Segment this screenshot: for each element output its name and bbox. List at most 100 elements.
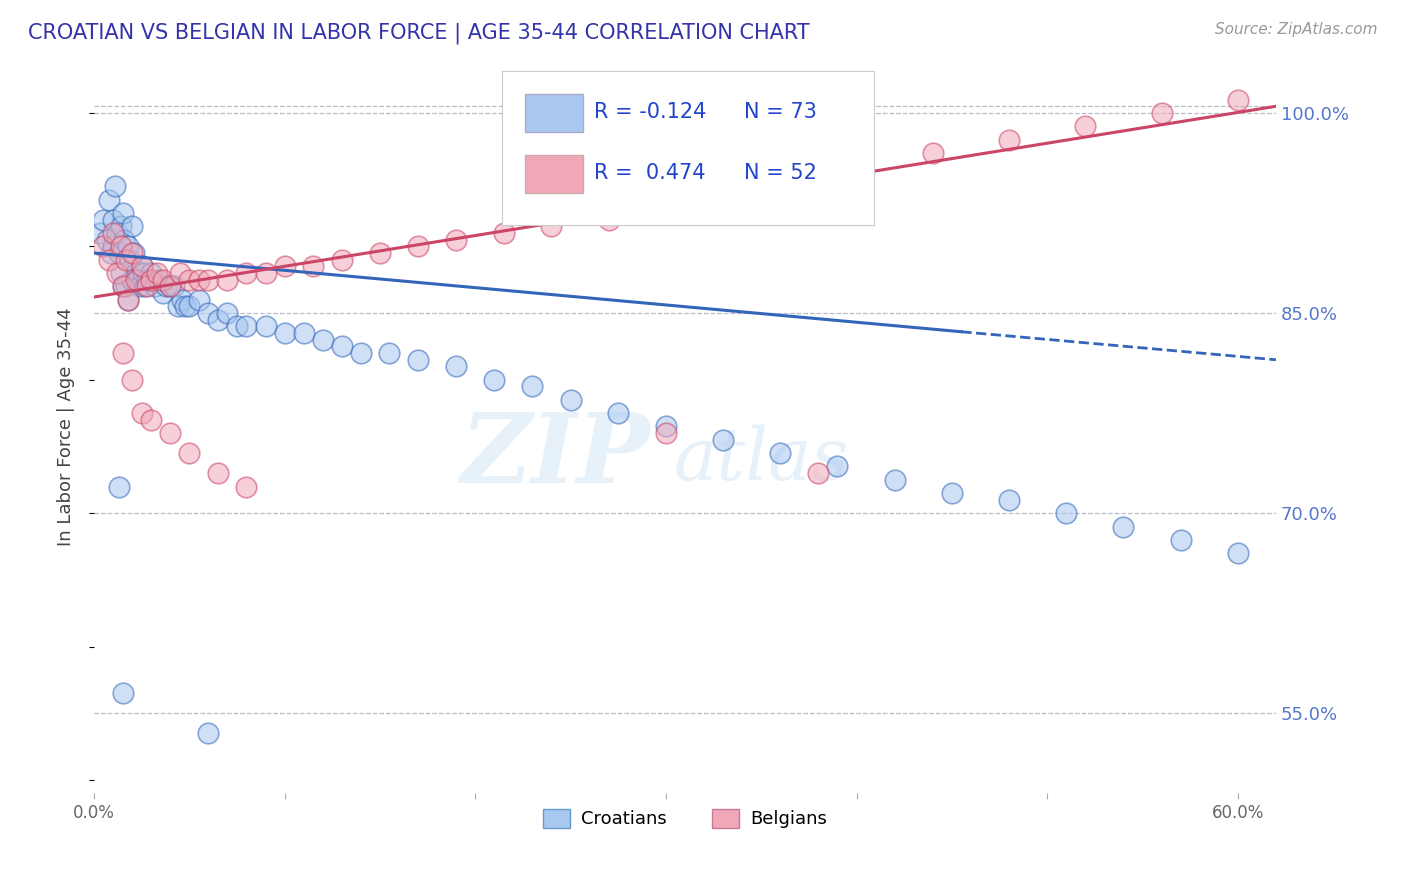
Point — [115, 252, 138, 267]
Point — [104, 179, 127, 194]
Point — [159, 426, 181, 441]
Point — [159, 279, 181, 293]
Point — [111, 346, 134, 360]
Point — [117, 293, 139, 307]
Point — [117, 239, 139, 253]
Point — [101, 239, 124, 253]
Point — [96, 233, 118, 247]
Point — [941, 486, 963, 500]
Point — [769, 446, 792, 460]
Point — [330, 252, 353, 267]
Text: R =  0.474: R = 0.474 — [593, 163, 706, 184]
Point — [128, 279, 150, 293]
Point — [132, 266, 155, 280]
Point — [655, 426, 678, 441]
Point — [139, 273, 162, 287]
Point — [163, 279, 186, 293]
Point — [711, 433, 734, 447]
Text: CROATIAN VS BELGIAN IN LABOR FORCE | AGE 35-44 CORRELATION CHART: CROATIAN VS BELGIAN IN LABOR FORCE | AGE… — [28, 22, 810, 44]
Point — [105, 226, 128, 240]
Point — [115, 279, 138, 293]
Point — [101, 212, 124, 227]
Point — [273, 260, 295, 274]
Point — [378, 346, 401, 360]
Point — [1226, 93, 1249, 107]
Point — [302, 260, 325, 274]
Point — [1150, 106, 1173, 120]
Point — [187, 273, 209, 287]
Point — [139, 413, 162, 427]
Point — [179, 273, 201, 287]
Text: atlas: atlas — [673, 425, 849, 495]
Point — [197, 726, 219, 740]
Point — [921, 146, 943, 161]
Point — [159, 279, 181, 293]
Y-axis label: In Labor Force | Age 35-44: In Labor Force | Age 35-44 — [58, 307, 75, 546]
Point — [522, 379, 544, 393]
Point — [110, 239, 132, 253]
Text: N = 52: N = 52 — [744, 163, 817, 184]
Point — [1074, 120, 1097, 134]
Point — [110, 266, 132, 280]
Point — [98, 252, 121, 267]
Point — [607, 406, 630, 420]
Point — [350, 346, 373, 360]
Point — [1112, 519, 1135, 533]
Point — [560, 392, 582, 407]
Point — [100, 246, 122, 260]
Point — [111, 686, 134, 700]
FancyBboxPatch shape — [526, 94, 583, 132]
FancyBboxPatch shape — [502, 70, 875, 225]
Point — [93, 212, 115, 227]
Point — [655, 419, 678, 434]
Point — [122, 246, 145, 260]
Point — [105, 266, 128, 280]
Point — [406, 239, 429, 253]
Point — [117, 293, 139, 307]
Point — [152, 273, 174, 287]
Point — [235, 479, 257, 493]
Text: R = -0.124: R = -0.124 — [593, 102, 706, 121]
Point — [111, 279, 134, 293]
Point — [235, 266, 257, 280]
Point — [125, 266, 148, 280]
Point — [254, 319, 277, 334]
Point — [235, 319, 257, 334]
Point — [134, 279, 156, 293]
Point — [207, 312, 229, 326]
Point — [998, 133, 1021, 147]
Point — [998, 492, 1021, 507]
FancyBboxPatch shape — [526, 155, 583, 194]
Point — [769, 172, 792, 186]
Point — [121, 273, 143, 287]
Point — [169, 266, 191, 280]
Point — [1170, 533, 1192, 547]
Point — [98, 193, 121, 207]
Point — [111, 279, 134, 293]
Point — [166, 300, 188, 314]
Point — [1054, 506, 1077, 520]
Point — [131, 260, 153, 274]
Point — [93, 239, 115, 253]
Point — [187, 293, 209, 307]
Point — [110, 219, 132, 234]
Point — [121, 246, 143, 260]
Point — [312, 333, 335, 347]
Point — [883, 473, 905, 487]
Point — [217, 306, 239, 320]
Point — [152, 286, 174, 301]
Point — [143, 279, 166, 293]
Point — [114, 233, 136, 247]
Point — [148, 273, 170, 287]
Point — [292, 326, 315, 340]
Point — [197, 306, 219, 320]
Point — [131, 406, 153, 420]
Point — [330, 339, 353, 353]
Point — [254, 266, 277, 280]
Point — [540, 219, 562, 234]
Point — [101, 226, 124, 240]
Point — [170, 293, 193, 307]
Point — [598, 212, 620, 227]
Point — [368, 246, 391, 260]
Point — [711, 186, 734, 200]
